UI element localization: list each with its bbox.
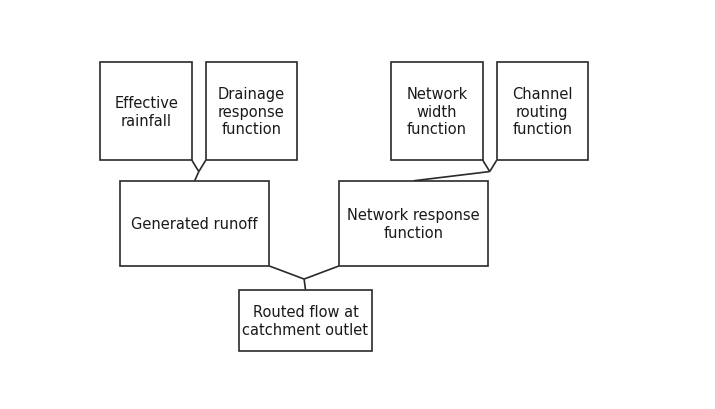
Text: Generated runoff: Generated runoff: [132, 216, 258, 231]
Text: Channel
routing
function: Channel routing function: [512, 87, 573, 137]
FancyBboxPatch shape: [497, 63, 588, 161]
Text: Network response
function: Network response function: [347, 208, 480, 240]
Text: Routed flow at
catchment outlet: Routed flow at catchment outlet: [242, 305, 368, 337]
FancyBboxPatch shape: [239, 290, 372, 351]
FancyBboxPatch shape: [339, 181, 488, 266]
FancyBboxPatch shape: [100, 63, 192, 161]
FancyBboxPatch shape: [206, 63, 297, 161]
Text: Drainage
response
function: Drainage response function: [218, 87, 285, 137]
FancyBboxPatch shape: [120, 181, 270, 266]
FancyBboxPatch shape: [391, 63, 483, 161]
Text: Effective
rainfall: Effective rainfall: [114, 96, 178, 128]
Text: Network
width
function: Network width function: [406, 87, 468, 137]
